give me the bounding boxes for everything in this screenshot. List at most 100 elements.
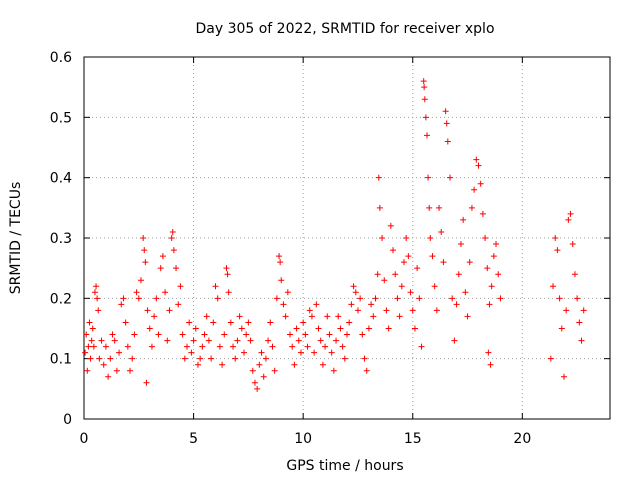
data-point bbox=[90, 343, 97, 350]
x-tick-label: 20 bbox=[513, 431, 531, 447]
data-point bbox=[300, 319, 307, 326]
data-point bbox=[175, 301, 182, 308]
data-point bbox=[420, 78, 427, 85]
data-point bbox=[436, 204, 443, 211]
data-point bbox=[376, 204, 383, 211]
data-point bbox=[87, 355, 94, 362]
x-tick-label: 0 bbox=[80, 431, 89, 447]
plot-frame bbox=[83, 56, 611, 420]
data-point bbox=[284, 289, 291, 296]
data-point bbox=[580, 307, 587, 314]
data-point bbox=[370, 313, 377, 320]
data-point bbox=[468, 204, 475, 211]
data-point bbox=[326, 331, 333, 338]
data-point bbox=[390, 247, 397, 254]
data-point bbox=[289, 343, 296, 350]
data-point bbox=[488, 283, 495, 290]
data-point bbox=[385, 325, 392, 332]
data-point bbox=[571, 271, 578, 278]
data-point bbox=[219, 361, 226, 368]
y-tick-label: 0.6 bbox=[50, 50, 72, 66]
data-point bbox=[335, 313, 342, 320]
data-point bbox=[179, 331, 186, 338]
y-tick-label: 0.3 bbox=[50, 231, 72, 247]
data-point bbox=[282, 313, 289, 320]
data-point bbox=[330, 367, 337, 374]
data-point bbox=[159, 253, 166, 260]
data-point bbox=[190, 337, 197, 344]
data-point bbox=[560, 373, 567, 380]
data-point bbox=[203, 313, 210, 320]
data-point bbox=[306, 307, 313, 314]
data-point bbox=[348, 301, 355, 308]
data-point bbox=[273, 295, 280, 302]
data-point bbox=[153, 295, 160, 302]
data-point bbox=[302, 331, 309, 338]
data-point bbox=[127, 367, 134, 374]
data-point bbox=[422, 114, 429, 121]
data-point bbox=[339, 343, 346, 350]
grid-lines bbox=[84, 57, 610, 419]
data-point bbox=[157, 265, 164, 272]
data-point bbox=[143, 379, 150, 386]
data-point bbox=[317, 337, 324, 344]
data-point bbox=[421, 84, 428, 91]
data-point bbox=[473, 156, 480, 163]
data-point bbox=[83, 331, 90, 338]
data-point bbox=[140, 235, 147, 241]
data-point bbox=[411, 325, 418, 332]
data-point bbox=[168, 235, 175, 241]
data-point bbox=[91, 289, 98, 296]
data-point bbox=[460, 216, 467, 223]
data-point bbox=[495, 271, 502, 278]
data-point bbox=[394, 295, 401, 302]
data-point bbox=[357, 295, 364, 302]
data-point bbox=[271, 367, 278, 374]
data-point bbox=[201, 331, 208, 338]
data-point bbox=[137, 277, 144, 284]
data-point bbox=[96, 355, 103, 362]
data-point bbox=[344, 331, 350, 338]
y-tick-label: 0.1 bbox=[50, 352, 72, 368]
data-point bbox=[308, 313, 315, 320]
y-tick-label: 0.4 bbox=[50, 171, 72, 187]
data-point bbox=[453, 301, 460, 308]
data-point bbox=[341, 355, 348, 362]
data-point bbox=[151, 313, 158, 320]
data-point bbox=[444, 138, 451, 145]
data-point bbox=[148, 343, 155, 350]
data-point bbox=[245, 319, 252, 326]
data-point bbox=[337, 325, 344, 332]
data-point bbox=[205, 337, 212, 344]
data-point bbox=[442, 108, 449, 115]
data-point bbox=[265, 337, 272, 344]
data-point bbox=[487, 361, 494, 368]
data-point bbox=[214, 295, 221, 302]
data-point bbox=[565, 216, 572, 223]
data-point bbox=[359, 331, 366, 338]
data-point bbox=[170, 247, 177, 254]
data-point bbox=[142, 259, 149, 266]
data-point bbox=[166, 307, 173, 314]
data-point bbox=[260, 373, 267, 380]
y-tick-labels: 0 0.1 0.2 0.3 0.4 0.5 0.6 bbox=[50, 50, 72, 428]
data-point bbox=[276, 253, 283, 260]
data-point bbox=[447, 174, 454, 181]
data-point bbox=[164, 337, 171, 344]
data-point bbox=[486, 301, 493, 308]
data-point bbox=[280, 301, 287, 308]
data-point bbox=[365, 325, 372, 332]
data-point bbox=[574, 295, 581, 302]
data-point bbox=[576, 319, 583, 326]
data-point bbox=[381, 277, 388, 284]
data-point bbox=[194, 361, 201, 368]
x-tick-labels: 0 5 10 15 20 bbox=[80, 431, 532, 447]
data-point bbox=[192, 325, 199, 332]
data-point bbox=[471, 186, 478, 193]
data-point bbox=[243, 331, 250, 338]
data-point bbox=[118, 301, 125, 308]
data-point bbox=[315, 325, 322, 332]
data-point bbox=[414, 265, 421, 272]
data-point bbox=[383, 307, 390, 314]
data-point bbox=[396, 313, 403, 320]
